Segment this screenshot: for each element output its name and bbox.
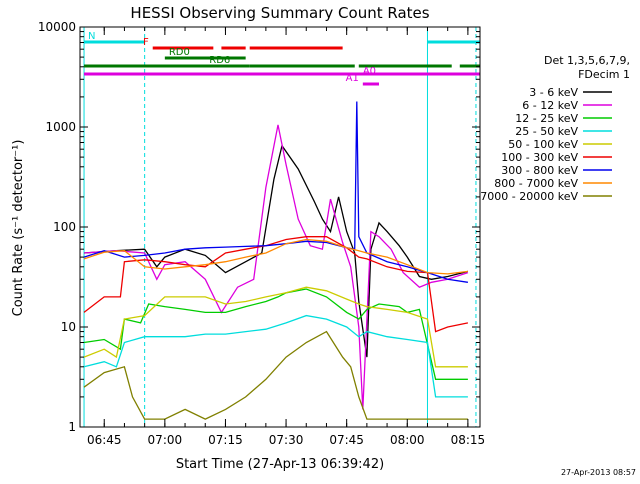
x-tick-label-5: 08:00 xyxy=(390,433,425,447)
x-tick-label-2: 07:15 xyxy=(208,433,243,447)
x-axis-label: Start Time (27-Apr-13 06:39:42) xyxy=(176,457,384,472)
x-tick-label-0: 06:45 xyxy=(87,433,122,447)
series-line-1 xyxy=(83,124,469,410)
plot-frame xyxy=(79,26,481,428)
series-line-8 xyxy=(83,330,468,420)
legend-label-5: 100 - 300 keV xyxy=(501,151,578,164)
y-tick-label-2: 100 xyxy=(53,220,76,234)
state-bar-label-a1: A1 xyxy=(346,73,359,84)
legend-title-line1: Det 1,3,5,6,7,9, xyxy=(544,54,630,67)
x-tick-label-6: 08:15 xyxy=(451,433,486,447)
x-tick-label-3: 07:30 xyxy=(269,433,304,447)
state-bar-label-n: N xyxy=(88,31,95,42)
legend-label-3: 25 - 50 keV xyxy=(515,125,578,138)
y-tick-label-3: 1000 xyxy=(45,120,76,134)
y-tick-label-0: 1 xyxy=(68,420,76,434)
series-line-7 xyxy=(83,238,468,275)
legend-label-1: 6 - 12 keV xyxy=(522,99,578,112)
legend-label-6: 300 - 800 keV xyxy=(501,164,578,177)
legend-label-0: 3 - 6 keV xyxy=(529,86,578,99)
x-tick-label-4: 07:45 xyxy=(329,433,364,447)
state-bar-label-rd0: RD0 xyxy=(169,47,190,58)
legend-title-line2: FDecim 1 xyxy=(578,68,630,81)
legend-label-7: 800 - 7000 keV xyxy=(494,177,578,190)
x-tick-label-1: 07:00 xyxy=(148,433,183,447)
y-tick-label-4: 10000 xyxy=(38,20,76,34)
series-line-2 xyxy=(83,288,468,380)
y-axis-label: Count Rate (s⁻¹ detector⁻¹) xyxy=(11,140,26,317)
timestamp: 27-Apr-2013 08:57 xyxy=(561,468,636,477)
legend-label-4: 50 - 100 keV xyxy=(508,138,578,151)
series-line-4 xyxy=(83,286,468,368)
legend-label-2: 12 - 25 keV xyxy=(515,112,578,125)
legend-label-8: 7000 - 20000 keV xyxy=(480,190,578,203)
y-tick-label-1: 10 xyxy=(61,320,76,334)
state-bar-label-rd6: RD6 xyxy=(209,55,230,66)
series-line-6 xyxy=(83,101,468,283)
series-line-3 xyxy=(83,314,468,398)
series-line-5 xyxy=(83,236,469,333)
chart-title: HESSI Observing Summary Count Rates xyxy=(130,4,429,22)
state-bar-label-f: F xyxy=(143,37,149,48)
state-bar-label-a0: A0 xyxy=(363,66,376,77)
